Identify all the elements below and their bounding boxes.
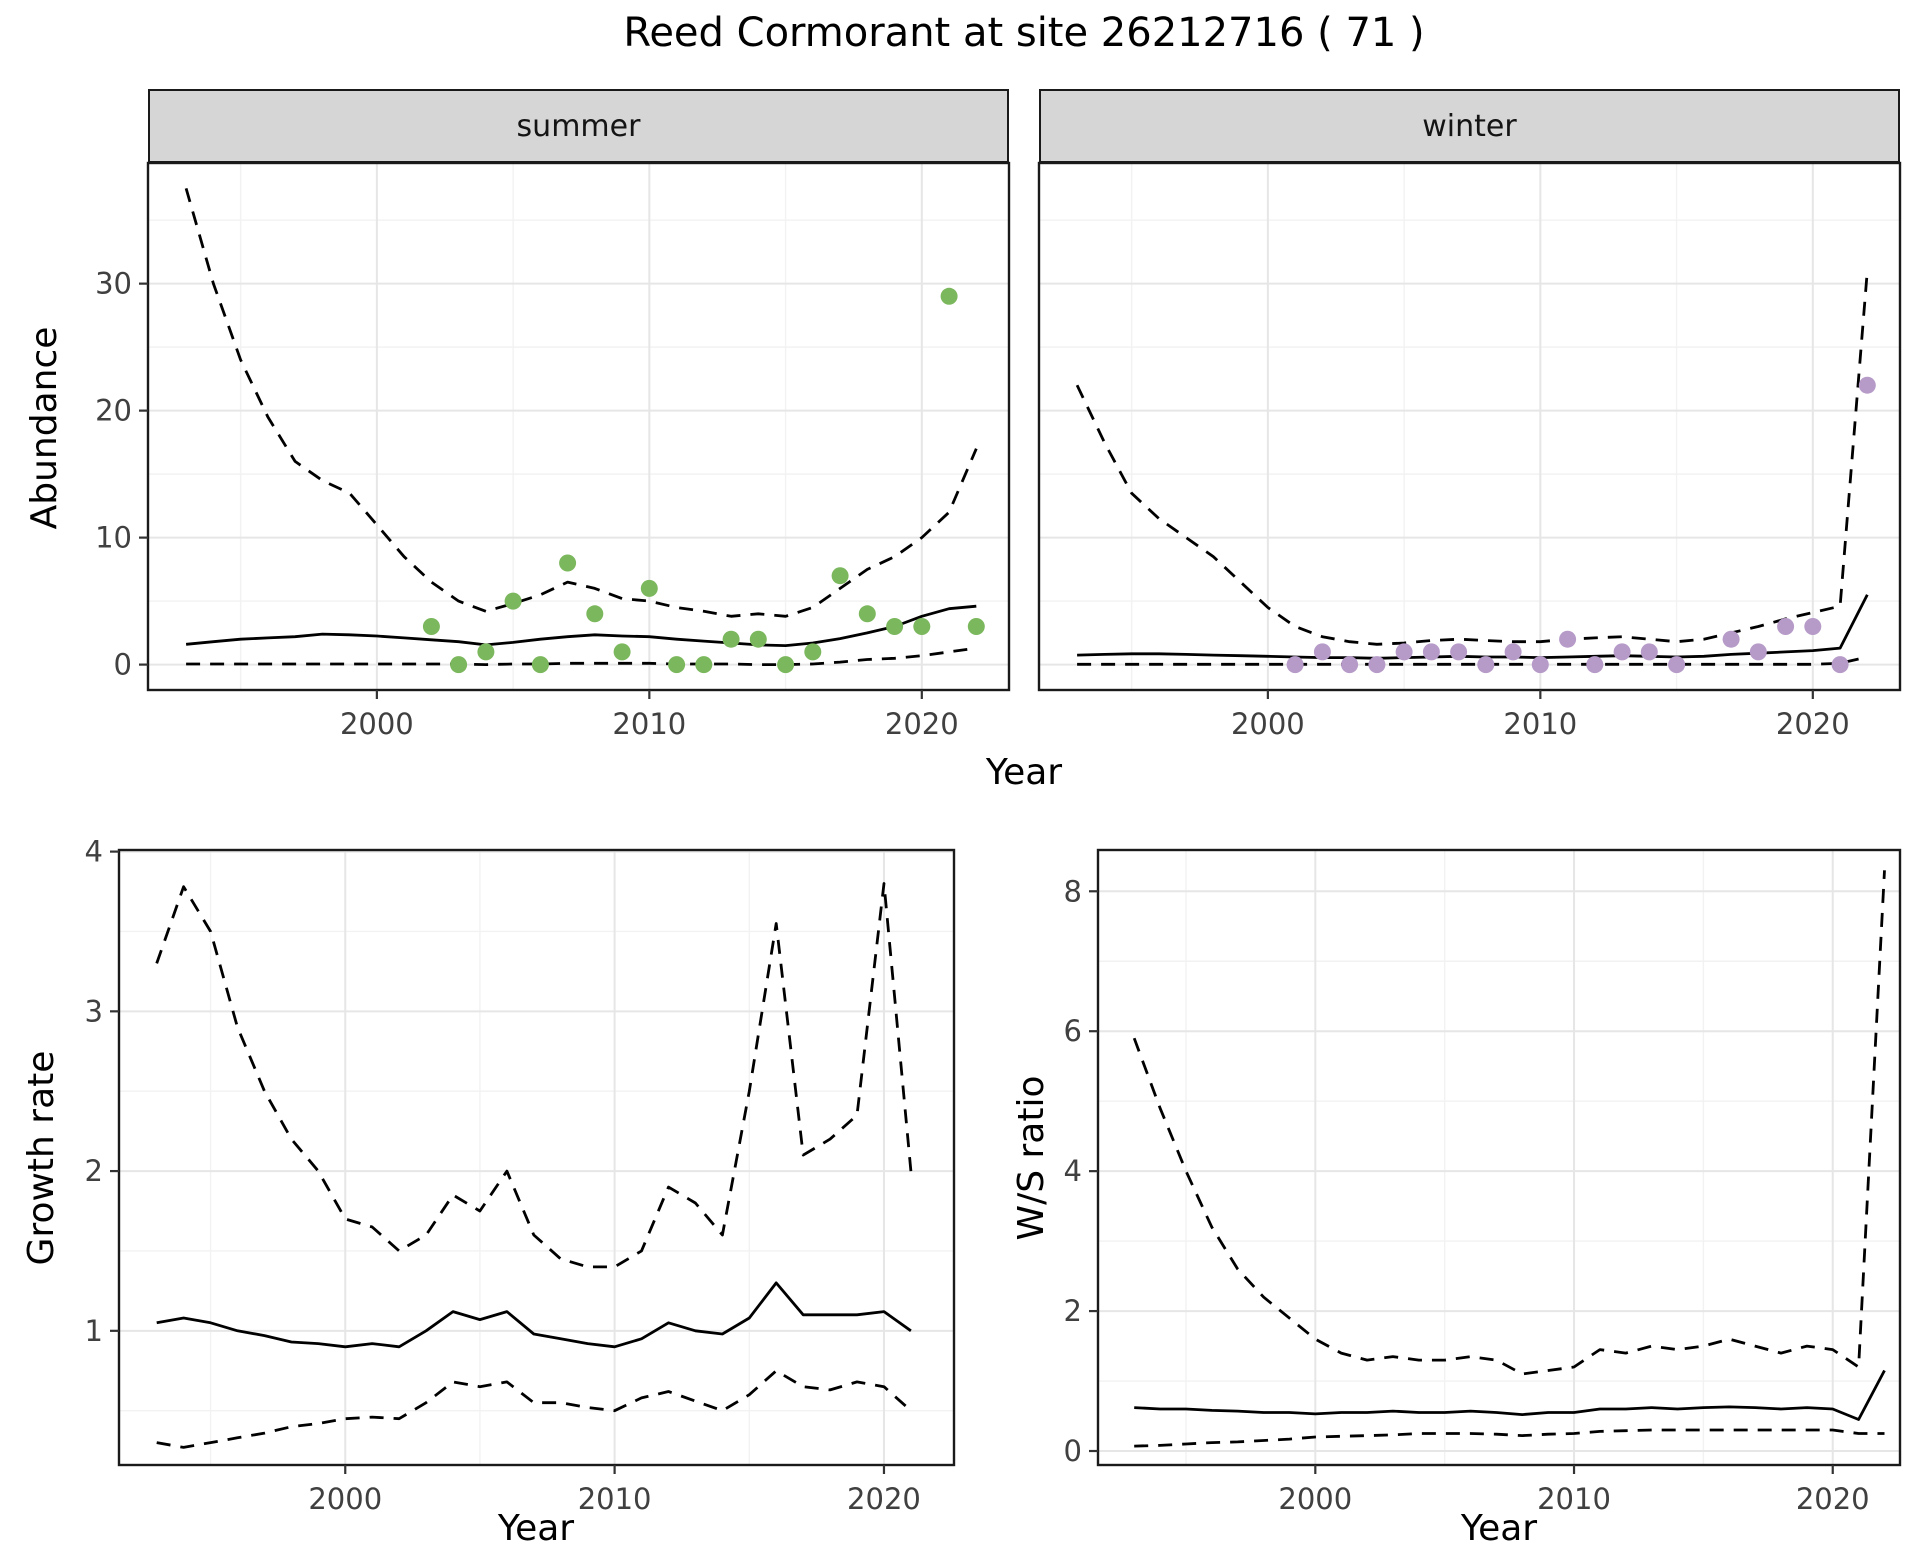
facet-strip-summer: summer xyxy=(148,89,1009,163)
y-tick-label: 0 xyxy=(1064,1434,1082,1468)
abundance-summer-observation-point xyxy=(967,618,985,635)
abundance-x-axis-title: Year xyxy=(985,752,1063,793)
y-tick-label: 1 xyxy=(85,1314,103,1348)
abundance-winter-panel xyxy=(1039,163,1900,690)
x-tick-label: 2020 xyxy=(1796,1482,1870,1516)
abundance-summer-observation-point xyxy=(477,643,495,661)
abundance-winter-observation-point xyxy=(1640,643,1658,661)
abundance-summer-observation-point xyxy=(450,656,468,674)
x-tick-label: 2010 xyxy=(578,1482,652,1516)
abundance-winter-observation-point xyxy=(1804,618,1822,635)
abundance-winter-observation-point xyxy=(1613,643,1631,661)
x-tick-label: 2000 xyxy=(1278,1482,1352,1516)
abundance-winter-observation-point xyxy=(1477,656,1495,674)
abundance-winter-mean-line xyxy=(1077,594,1869,660)
y-tick-label: 20 xyxy=(95,394,132,428)
x-tick-label: 2020 xyxy=(847,1482,921,1516)
abundance-winter-observation-point xyxy=(1586,656,1604,674)
abundance-summer-observation-point xyxy=(668,656,686,674)
facet-strip-winter-label: winter xyxy=(1422,108,1517,144)
abundance-winter-observation-point xyxy=(1668,656,1686,674)
abundance-summer-observation-point xyxy=(831,567,849,585)
abundance-winter-panel-border xyxy=(1037,161,1902,692)
abundance-summer-panel xyxy=(148,163,1009,690)
abundance-summer-observation-point xyxy=(695,656,713,674)
ws-ratio-lower-ci-line xyxy=(1134,1428,1885,1448)
ws-ratio-panel xyxy=(1098,850,1900,1465)
abundance-summer-panel-border xyxy=(146,161,1011,692)
x-tick-label: 2010 xyxy=(612,707,686,741)
growth-rate-panel-border xyxy=(117,848,956,1467)
x-tick-label: 2000 xyxy=(308,1482,382,1516)
abundance-summer-observation-point xyxy=(940,287,958,305)
abundance-winter-observation-point xyxy=(1559,630,1577,648)
y-tick-label: 2 xyxy=(85,1154,103,1188)
abundance-winter-observation-point xyxy=(1749,643,1767,661)
abundance-summer-upper-ci-line xyxy=(184,188,978,618)
y-tick-label: 10 xyxy=(95,521,132,555)
abundance-winter-observation-point xyxy=(1504,643,1522,661)
ws-ratio-mean-line xyxy=(1134,1369,1886,1421)
y-tick-label: 2 xyxy=(1064,1294,1082,1328)
abundance-summer-observation-point xyxy=(640,579,658,597)
x-tick-label: 2000 xyxy=(1231,707,1305,741)
x-tick-label: 2010 xyxy=(1503,707,1577,741)
abundance-summer-observation-point xyxy=(858,605,876,623)
growth-rate-lower-ci-line xyxy=(156,1369,912,1449)
ws-ratio-x-axis-title: Year xyxy=(1460,1508,1538,1549)
x-tick-label: 2020 xyxy=(1776,707,1850,741)
abundance-winter-observation-point xyxy=(1777,618,1795,635)
abundance-winter-lower-ci-line xyxy=(1077,655,1868,666)
abundance-winter-observation-point xyxy=(1858,376,1876,394)
x-tick-label: 2000 xyxy=(340,707,414,741)
abundance-summer-observation-point xyxy=(913,618,931,635)
abundance-winter-observation-point xyxy=(1422,643,1440,661)
abundance-summer-observation-point xyxy=(777,656,795,674)
abundance-winter-observation-point xyxy=(1395,643,1413,661)
y-tick-label: 6 xyxy=(1064,1014,1082,1048)
abundance-winter-observation-point xyxy=(1368,656,1386,674)
growth-rate-panel xyxy=(119,850,954,1465)
y-tick-label: 4 xyxy=(1064,1154,1082,1188)
figure-title: Reed Cormorant at site 26212716 ( 71 ) xyxy=(623,10,1425,56)
abundance-summer-observation-point xyxy=(722,630,740,648)
x-tick-label: 2020 xyxy=(885,707,959,741)
abundance-summer-observation-point xyxy=(804,643,822,661)
growth-rate-upper-ci-line xyxy=(155,882,913,1269)
facet-strip-summer-label: summer xyxy=(516,108,641,144)
abundance-winter-observation-point xyxy=(1313,643,1331,661)
abundance-summer-observation-point xyxy=(531,656,549,674)
y-tick-label: 4 xyxy=(85,835,103,869)
growth-rate-x-axis-title: Year xyxy=(497,1508,575,1549)
abundance-summer-observation-point xyxy=(613,643,631,661)
y-tick-label: 0 xyxy=(114,648,132,682)
abundance-summer-observation-point xyxy=(749,630,767,648)
ws-ratio-panel-border xyxy=(1096,848,1902,1467)
x-tick-label: 2010 xyxy=(1537,1482,1611,1516)
y-tick-label: 30 xyxy=(95,267,132,301)
y-tick-label: 8 xyxy=(1064,874,1082,908)
ws-ratio-upper-ci-line xyxy=(1132,870,1886,1376)
abundance-summer-observation-point xyxy=(559,554,577,572)
abundance-summer-observation-point xyxy=(422,618,440,635)
abundance-summer-lower-ci-line xyxy=(186,646,977,666)
growth-rate-mean-line xyxy=(156,1281,912,1349)
abundance-summer-observation-point xyxy=(586,605,604,623)
abundance-summer-observation-point xyxy=(504,592,522,610)
abundance-winter-upper-ci-line xyxy=(1075,270,1869,646)
abundance-winter-observation-point xyxy=(1722,630,1740,648)
abundance-winter-observation-point xyxy=(1286,656,1304,674)
abundance-winter-observation-point xyxy=(1341,656,1359,674)
abundance-winter-observation-point xyxy=(1531,656,1549,674)
abundance-winter-observation-point xyxy=(1450,643,1468,661)
abundance-summer-observation-point xyxy=(886,618,904,635)
y-tick-label: 3 xyxy=(85,994,103,1028)
abundance-summer-mean-line xyxy=(185,604,977,647)
facet-strip-winter: winter xyxy=(1039,89,1900,163)
abundance-winter-observation-point xyxy=(1831,656,1849,674)
